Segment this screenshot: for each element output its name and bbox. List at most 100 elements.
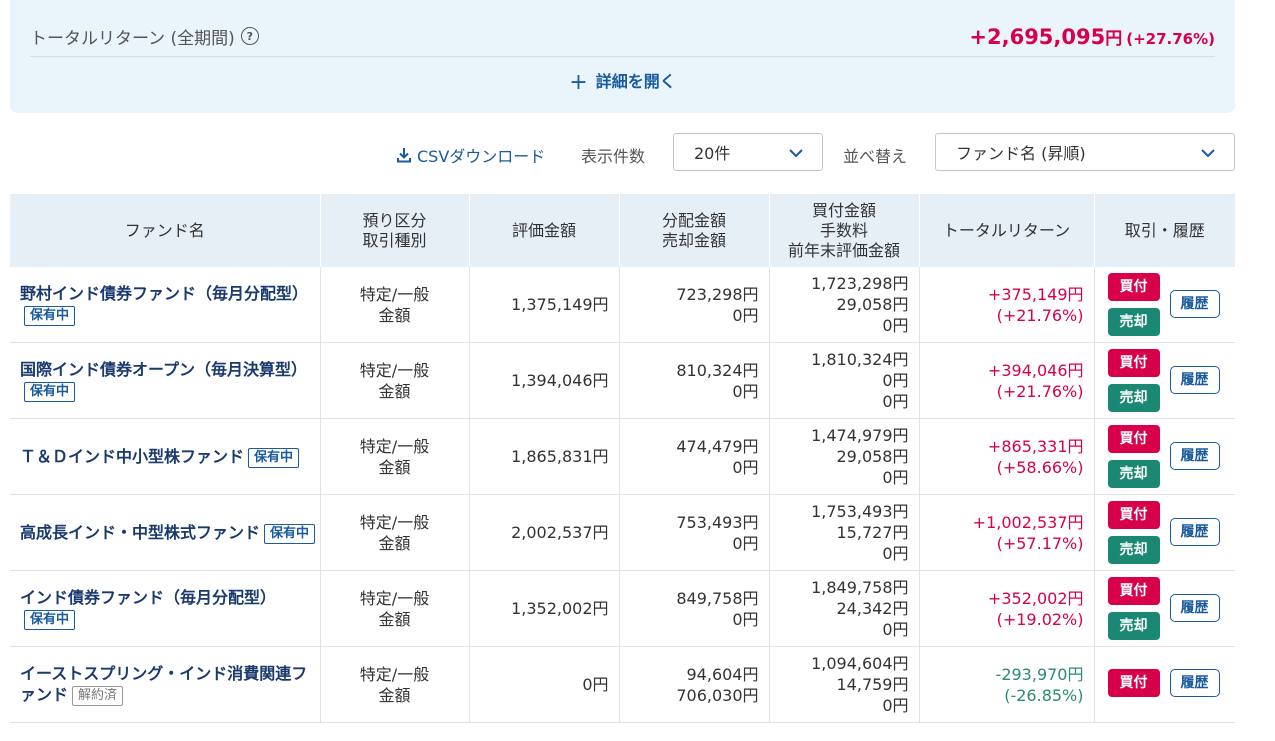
return-pct: (+21.76%)	[996, 305, 1084, 325]
expand-details-button[interactable]: + 詳細を開く	[10, 68, 1235, 95]
list-controls: CSVダウンロード 表示件数 20件 並べ替え ファンド名 (昇順)	[0, 133, 1235, 173]
status-badge: 保有中	[248, 447, 300, 468]
fund-name-link[interactable]: 国際インド債券オープン（毎月決算型）	[20, 360, 308, 379]
history-button[interactable]: 履歴	[1169, 366, 1220, 394]
table-row: Ｔ＆Ｄインド中小型株ファンド 保有中 特定/一般 金額 1,865,831円 474…	[10, 418, 1235, 495]
buy-button[interactable]: 買付	[1107, 577, 1160, 605]
total-return-cell: -293,970円 (-26.85%)	[919, 646, 1095, 723]
buy-button[interactable]: 買付	[1107, 273, 1160, 301]
total-return-cell: +375,149円 (+21.76%)	[919, 267, 1095, 343]
status-badge: 保有中	[24, 610, 76, 630]
buy-button[interactable]: 買付	[1107, 501, 1160, 529]
trade-type: 金額	[378, 609, 411, 629]
header-purchase: 買付金額 手数料 前年末評価金額	[769, 194, 920, 267]
valuation-amount: 1,352,002円	[511, 599, 609, 618]
sell-button[interactable]: 売却	[1107, 384, 1160, 412]
return-amount: -293,970円	[995, 664, 1084, 684]
expand-details-label: 詳細を開く	[595, 72, 676, 91]
return-pct: (+19.02%)	[996, 609, 1084, 629]
table-row: 野村インド債券ファンド（毎月分配型） 保有中 特定/一般 金額 1,375,149円…	[10, 267, 1235, 343]
sort-label: 並べ替え	[843, 147, 908, 166]
valuation-amount: 1,865,831円	[511, 447, 609, 466]
account-cell: 特定/一般 金額	[320, 570, 470, 647]
csv-download-label: CSVダウンロード	[417, 147, 546, 166]
sort-select[interactable]: ファンド名 (昇順)	[935, 133, 1235, 171]
prev-year-value: 0円	[882, 620, 909, 639]
plus-icon: +	[569, 70, 588, 95]
account-type: 特定/一般	[359, 436, 430, 456]
sell-button[interactable]: 売却	[1107, 460, 1160, 488]
sell-button[interactable]: 売却	[1107, 612, 1160, 640]
help-icon[interactable]: ?	[240, 27, 259, 45]
distribution-amount: 810,324円	[676, 360, 759, 380]
fund-name-link[interactable]: インド債券ファンド（毎月分配型）	[20, 588, 277, 607]
distribution-cell: 474,479円 0円	[619, 418, 770, 495]
fund-name-link[interactable]: 高成長インド・中型株式ファンド	[20, 522, 261, 542]
fund-name-link[interactable]: 野村インド債券ファンド（毎月分配型）	[20, 284, 309, 303]
account-type: 特定/一般	[359, 588, 430, 608]
prev-year-value: 0円	[882, 468, 909, 487]
return-amount: +352,002円	[987, 588, 1084, 608]
purchase-amount: 1,474,979円	[811, 426, 909, 445]
return-pct: (+57.17%)	[996, 533, 1084, 553]
buy-button[interactable]: 買付	[1107, 669, 1160, 697]
total-return-label: トータルリターン (全期間)	[30, 28, 235, 49]
fund-name-cell: イーストスプリング・インド消費関連ファンド 解約済	[10, 646, 321, 723]
distribution-amount: 849,758円	[676, 588, 759, 608]
status-badge: 保有中	[264, 523, 316, 544]
sell-button[interactable]: 売却	[1107, 536, 1160, 564]
csv-download-link[interactable]: CSVダウンロード	[397, 143, 545, 167]
history-button[interactable]: 履歴	[1169, 442, 1220, 470]
history-button[interactable]: 履歴	[1169, 594, 1220, 622]
account-cell: 特定/一般 金額	[320, 418, 470, 495]
value-cell: 0円	[469, 646, 620, 723]
fee-amount: 14,759円	[836, 675, 909, 694]
total-return-panel: トータルリターン (全期間) ? +2,695,095円 (+27.76%) + 詳…	[10, 0, 1235, 113]
history-button[interactable]: 履歴	[1169, 669, 1220, 697]
account-type: 特定/一般	[359, 512, 430, 532]
header-total-return: トータルリターン	[919, 194, 1095, 267]
total-return-cell: +394,046円 (+21.76%)	[919, 342, 1095, 419]
purchase-cell: 1,810,324円 0円 0円	[769, 342, 920, 419]
sold-amount: 0円	[732, 381, 759, 401]
buy-button[interactable]: 買付	[1107, 349, 1160, 377]
fund-name-link[interactable]: イーストスプリング・インド消費関連ファンド	[20, 664, 308, 704]
trade-type: 金額	[378, 381, 411, 401]
status-badge: 保有中	[24, 382, 76, 402]
count-select-value: 20件	[694, 144, 731, 163]
account-type: 特定/一般	[359, 360, 430, 380]
purchase-amount: 1,810,324円	[811, 350, 909, 369]
fund-name-cell: Ｔ＆Ｄインド中小型株ファンド 保有中	[10, 418, 321, 495]
history-button[interactable]: 履歴	[1169, 290, 1220, 318]
fund-name-cell: 野村インド債券ファンド（毎月分配型） 保有中	[10, 267, 321, 343]
sell-button[interactable]: 売却	[1107, 308, 1160, 336]
total-return-cell: +1,002,537円 (+57.17%)	[919, 494, 1095, 571]
return-pct: (+58.66%)	[996, 457, 1084, 477]
prev-year-value: 0円	[882, 392, 909, 411]
fund-name-cell: インド債券ファンド（毎月分配型） 保有中	[10, 570, 321, 647]
valuation-amount: 2,002,537円	[511, 523, 609, 542]
actions-cell: 買付 売却 履歴	[1094, 494, 1235, 571]
fee-amount: 0円	[882, 371, 909, 390]
valuation-amount: 1,394,046円	[511, 371, 609, 390]
sold-amount: 0円	[732, 457, 759, 477]
sold-amount: 0円	[732, 305, 759, 325]
return-pct: (-26.85%)	[1004, 685, 1084, 705]
table-row: 高成長インド・中型株式ファンド 保有中 特定/一般 金額 2,002,537円 75…	[10, 494, 1235, 571]
purchase-amount: 1,723,298円	[811, 274, 909, 293]
chevron-down-icon	[1201, 149, 1215, 158]
value-cell: 1,375,149円	[469, 267, 620, 343]
fund-table: ファンド名 預り区分 取引種別 評価金額 分配金額 売却金額 買付金額 手数料 前年末評…	[10, 194, 1235, 723]
history-button[interactable]: 履歴	[1169, 518, 1220, 546]
total-return-row: トータルリターン (全期間) ? +2,695,095円 (+27.76%)	[30, 16, 1215, 57]
fee-amount: 15,727円	[836, 523, 909, 542]
account-type: 特定/一般	[359, 284, 430, 304]
actions-cell: 買付 売却 履歴	[1094, 570, 1235, 647]
buy-button[interactable]: 買付	[1107, 425, 1160, 453]
header-actions: 取引・履歴	[1094, 194, 1235, 267]
fund-name-link[interactable]: Ｔ＆Ｄインド中小型株ファンド	[20, 446, 245, 466]
actions-cell: 買付 売却 履歴	[1094, 342, 1235, 419]
purchase-cell: 1,723,298円 29,058円 0円	[769, 267, 920, 343]
total-return-value: +2,695,095円 (+27.76%)	[969, 24, 1215, 49]
count-select[interactable]: 20件	[673, 133, 823, 171]
